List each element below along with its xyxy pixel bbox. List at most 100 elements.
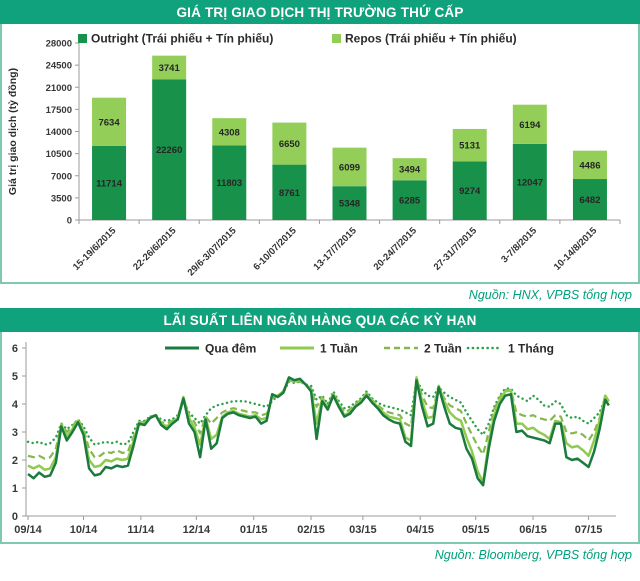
- x-category-label: 3-7/8/2015: [499, 225, 539, 265]
- y-tick-label: 10500: [46, 149, 72, 160]
- bar-value-label: 6285: [399, 196, 421, 207]
- y-tick-label: 24500: [46, 61, 72, 72]
- series-line-one-month: [26, 379, 611, 446]
- bottom-chart-title-bar: LÃI SUẤT LIÊN NGÂN HÀNG QUA CÁC KỲ HẠN: [0, 308, 640, 332]
- bar-segment-repos: [572, 150, 607, 180]
- bottom-chart-source-text: Nguồn: Bloomberg, VPBS tổng hợp: [434, 547, 632, 562]
- bar-value-label: 4308: [219, 127, 240, 138]
- bar-segment-outright: [332, 186, 367, 220]
- bar-value-label: 6099: [339, 162, 360, 173]
- top-chart-source-row: Nguồn: HNX, VPBS tổng hợp: [0, 284, 640, 305]
- x-category-label: 6-10/07/2015: [251, 225, 299, 273]
- bar-value-label: 8761: [279, 188, 301, 199]
- y-tick-label: 0: [12, 511, 18, 523]
- legend-label-one-week: 1 Tuần: [320, 342, 358, 356]
- x-tick-label: 06/15: [519, 524, 547, 536]
- bar-value-label: 3741: [159, 63, 181, 74]
- x-tick-label: 05/15: [462, 524, 490, 536]
- y-tick-label: 0: [67, 216, 72, 227]
- bar-segment-outright: [152, 79, 187, 220]
- bar-value-label: 6482: [579, 195, 600, 206]
- x-category-label-group: 29/6-3/07/2015: [186, 225, 239, 278]
- x-category-label-group: 15-19/6/2015: [71, 225, 119, 273]
- y-tick-label: 21000: [46, 83, 72, 94]
- y-tick-label: 17500: [46, 105, 72, 116]
- bar-value-label: 6194: [519, 120, 541, 131]
- bar-segment-outright: [392, 180, 427, 220]
- x-category-label-group: 10-14/8/2015: [552, 225, 600, 273]
- x-category-label: 29/6-3/07/2015: [186, 225, 239, 278]
- x-category-label-group: 22-26/6/2015: [131, 225, 179, 273]
- y-tick-label: 5: [12, 371, 18, 383]
- y-tick-label: 4: [12, 399, 19, 411]
- interbank-rates-line-chart: 0 1 2 3 4 5 6 09/14 10/14 11/14 12/14 01/15 02/15 03/…: [12, 342, 616, 536]
- y-axis-title-group: Giá trị giao dịch (tỷ đồng): [7, 68, 19, 195]
- x-category-label: 10-14/8/2015: [552, 225, 600, 273]
- bar-segment-repos: [392, 158, 427, 181]
- x-category-label-group: 13-17/7/2015: [311, 225, 359, 273]
- top-chart-panel: 0 3500 7000 10500 14000 17500 21000 24500 28000 1…: [0, 24, 640, 284]
- x-category-label-group: 20-24/7/2015: [372, 225, 420, 273]
- x-tick-label: 03/15: [349, 524, 377, 536]
- report-page: GIÁ TRỊ GIAO DỊCH THỊ TRƯỜNG THỨ CẤP 0 35…: [0, 0, 640, 565]
- y-tick-label: 3: [12, 427, 18, 439]
- top-chart-title: GIÁ TRỊ GIAO DỊCH THỊ TRƯỜNG THỨ CẤP: [176, 4, 464, 20]
- legend-label-repos: Repos (Trái phiếu + Tín phiếu): [345, 32, 517, 46]
- bar-segment-repos: [452, 128, 487, 162]
- bar-segment-repos: [332, 147, 367, 187]
- legend-swatch-outright: [78, 34, 87, 43]
- bar-segment-outright: [452, 161, 487, 220]
- legend-label-one-month: 1 Tháng: [508, 342, 554, 356]
- x-tick-label: 10/14: [70, 524, 98, 536]
- x-tick-label: 11/14: [127, 524, 155, 536]
- bar-segment-outright: [92, 145, 127, 220]
- y-tick-label: 3500: [51, 193, 72, 204]
- bar-value-label: 11714: [96, 178, 123, 189]
- x-category-label: 22-26/6/2015: [131, 225, 179, 273]
- legend-swatch-repos: [332, 34, 341, 43]
- bar-value-label: 5348: [339, 199, 360, 210]
- bar-value-label: 7634: [98, 117, 120, 128]
- x-category-label-group: 27-31/7/2015: [432, 225, 480, 273]
- secondary-market-bar-chart: 0 3500 7000 10500 14000 17500 21000 24500 28000 1…: [7, 32, 621, 278]
- legend-label-outright: Outright (Trái phiếu + Tín phiếu): [91, 32, 273, 46]
- y-tick-label: 7000: [51, 171, 72, 182]
- bar-segment-repos: [512, 104, 547, 144]
- y-axis-title: Giá trị giao dịch (tỷ đồng): [7, 68, 19, 195]
- x-category-label: 13-17/7/2015: [311, 225, 359, 273]
- x-category-label-group: 3-7/8/2015: [499, 225, 539, 265]
- top-chart-source-text: Nguồn: HNX, VPBS tổng hợp: [468, 287, 632, 302]
- bar-segment-repos: [212, 118, 247, 146]
- x-tick-label: 07/15: [575, 524, 603, 536]
- bottom-chart-source-row: Nguồn: Bloomberg, VPBS tổng hợp: [0, 544, 640, 565]
- x-tick-label: 04/15: [406, 524, 434, 536]
- bottom-chart-panel: 0 1 2 3 4 5 6 09/14 10/14 11/14 12/14 01/15 02/15 03/…: [0, 332, 640, 544]
- bar-value-label: 5131: [459, 141, 481, 152]
- legend-label-overnight: Qua đêm: [205, 342, 256, 356]
- bar-value-label: 4486: [579, 160, 600, 171]
- bar-value-label: 12047: [517, 177, 543, 188]
- x-tick-label: 12/14: [183, 524, 211, 536]
- x-category-label-group: 6-10/07/2015: [251, 225, 299, 273]
- bar-segment-outright: [512, 143, 547, 220]
- bar-segment-repos: [92, 97, 127, 146]
- bar-value-label: 22260: [156, 145, 182, 156]
- y-tick-label: 14000: [46, 127, 72, 138]
- bar-segment-outright: [572, 179, 607, 220]
- bar-segment-repos: [152, 55, 187, 80]
- x-category-label: 20-24/7/2015: [372, 225, 420, 273]
- bottom-chart-title: LÃI SUẤT LIÊN NGÂN HÀNG QUA CÁC KỲ HẠN: [163, 312, 477, 328]
- y-tick-label: 6: [12, 343, 18, 355]
- bar-segment-outright: [212, 145, 247, 220]
- legend-label-two-weeks: 2 Tuần: [424, 342, 462, 356]
- y-tick-label: 28000: [46, 39, 72, 50]
- x-category-label: 15-19/6/2015: [71, 225, 119, 273]
- x-tick-label: 02/15: [297, 524, 325, 536]
- bar-segment-repos: [272, 122, 307, 165]
- top-chart-title-bar: GIÁ TRỊ GIAO DỊCH THỊ TRƯỜNG THỨ CẤP: [0, 0, 640, 24]
- x-tick-label: 09/14: [14, 524, 42, 536]
- y-tick-label: 2: [12, 455, 18, 467]
- x-tick-label: 01/15: [240, 524, 268, 536]
- bar-segment-outright: [272, 164, 307, 220]
- bar-value-label: 3494: [399, 165, 421, 176]
